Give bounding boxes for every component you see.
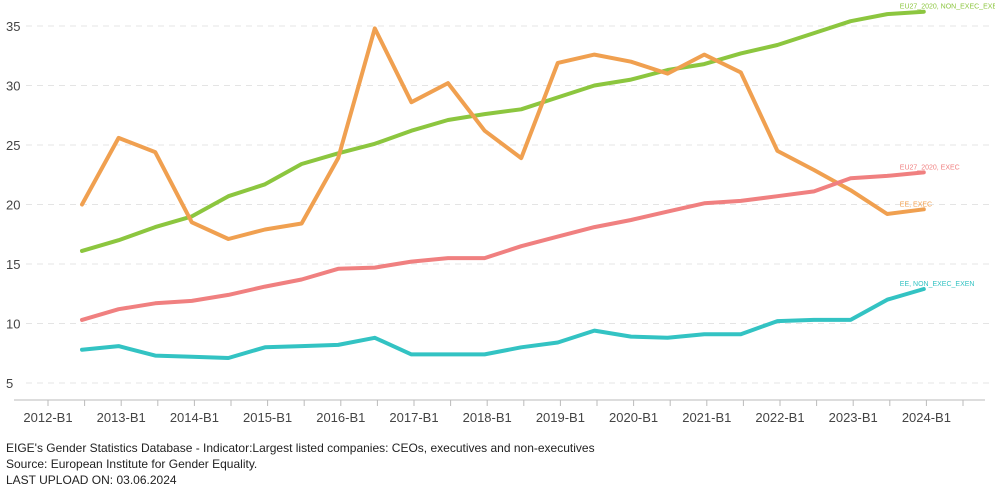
x-tick-label: 2020-B1 xyxy=(609,410,658,425)
x-tick-label: 2024-B1 xyxy=(902,410,951,425)
x-tick-label: 2012-B1 xyxy=(23,410,72,425)
y-tick-label: 30 xyxy=(6,79,20,94)
x-tick-label: 2023-B1 xyxy=(829,410,878,425)
footer-indicator-text: EIGE's Gender Statistics Database - Indi… xyxy=(6,440,595,456)
x-tick-label: 2019-B1 xyxy=(536,410,585,425)
chart-footer: EIGE's Gender Statistics Database - Indi… xyxy=(6,440,595,488)
x-tick-label: 2015-B1 xyxy=(243,410,292,425)
x-tick-label: 2021-B1 xyxy=(682,410,731,425)
series-end-label: EE, EXEC xyxy=(900,201,932,208)
y-tick-label: 35 xyxy=(6,19,20,34)
footer-upload-text: LAST UPLOAD ON: 03.06.2024 xyxy=(6,472,595,488)
y-tick-label: 5 xyxy=(6,376,13,391)
y-tick-label: 10 xyxy=(6,317,20,332)
series-line-0 xyxy=(82,12,924,251)
x-tick-label: 2014-B1 xyxy=(170,410,219,425)
footer-source-text: Source: European Institute for Gender Eq… xyxy=(6,456,595,472)
y-tick-label: 15 xyxy=(6,257,20,272)
x-tick-label: 2013-B1 xyxy=(97,410,146,425)
series-end-label: EU27_2020, EXEC xyxy=(900,164,960,171)
y-tick-label: 25 xyxy=(6,138,20,153)
x-tick-label: 2016-B1 xyxy=(316,410,365,425)
y-tick-label: 20 xyxy=(6,198,20,213)
x-tick-label: 2017-B1 xyxy=(389,410,438,425)
series-line-2 xyxy=(82,172,924,320)
x-tick-label: 2018-B1 xyxy=(463,410,512,425)
series-end-label: EE, NON_EXEC_EXEN xyxy=(900,281,975,288)
series-end-label: EU27_2020, NON_EXEC_EXE xyxy=(900,4,995,11)
x-tick-label: 2022-B1 xyxy=(755,410,804,425)
line-chart: 5 10 15 20 25 30 35 2012-B1 2013-B1 2014-B1 2015-B… xyxy=(0,0,995,440)
